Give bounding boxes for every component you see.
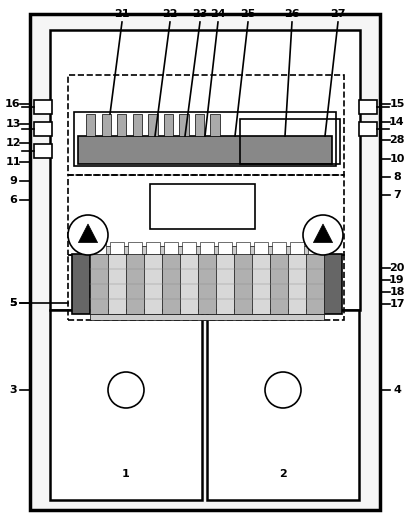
Text: 15: 15 (389, 99, 405, 109)
Bar (133, 114, 142, 136)
Text: 21: 21 (114, 9, 130, 19)
Polygon shape (313, 224, 333, 243)
Bar (34, 144, 52, 158)
Text: 3: 3 (9, 385, 17, 395)
Text: 22: 22 (162, 9, 178, 19)
Text: 17: 17 (389, 299, 405, 309)
Text: 27: 27 (330, 9, 346, 19)
Circle shape (68, 215, 108, 255)
Bar (30, 14, 380, 510)
Bar (179, 114, 189, 136)
Polygon shape (79, 224, 98, 243)
Bar (254, 242, 268, 254)
Bar (34, 122, 52, 136)
Bar (90, 246, 324, 254)
Bar (144, 254, 162, 314)
Bar (240, 119, 340, 164)
Text: 13: 13 (5, 119, 21, 129)
Text: 19: 19 (389, 275, 405, 285)
Bar (324, 254, 342, 314)
Text: 1: 1 (122, 469, 130, 479)
Bar (86, 114, 95, 136)
Bar (195, 114, 204, 136)
Bar (180, 254, 198, 314)
Text: 9: 9 (9, 176, 17, 186)
Bar (68, 75, 344, 175)
Text: 18: 18 (389, 287, 405, 297)
Bar (218, 242, 232, 254)
Bar (108, 254, 126, 314)
Text: 24: 24 (210, 9, 226, 19)
Bar (78, 136, 332, 164)
Text: 6: 6 (9, 195, 17, 205)
Bar (72, 254, 90, 314)
Bar (198, 254, 216, 314)
Bar (90, 314, 324, 320)
Text: 5: 5 (9, 298, 17, 308)
Bar (68, 255, 344, 320)
Bar (272, 242, 286, 254)
Text: 26: 26 (284, 9, 300, 19)
Text: 5: 5 (9, 298, 17, 308)
Bar (288, 254, 306, 314)
Bar (162, 254, 180, 314)
Text: 11: 11 (5, 157, 21, 167)
Bar (146, 242, 160, 254)
Text: 16: 16 (5, 99, 21, 109)
Bar (270, 254, 288, 314)
Bar (150, 184, 255, 229)
Text: 28: 28 (389, 135, 405, 145)
Bar (90, 254, 108, 314)
Text: 12: 12 (5, 138, 21, 148)
Bar (359, 100, 377, 114)
Bar (164, 242, 178, 254)
Bar (92, 242, 106, 254)
Bar (290, 242, 304, 254)
Text: 4: 4 (393, 385, 401, 395)
Bar (164, 114, 173, 136)
Bar (236, 242, 250, 254)
Circle shape (303, 215, 343, 255)
Bar (128, 242, 142, 254)
Text: 25: 25 (240, 9, 256, 19)
Bar (126, 254, 144, 314)
Bar (207, 310, 359, 500)
Bar (117, 114, 126, 136)
Bar (34, 100, 52, 114)
Text: 2: 2 (279, 469, 287, 479)
Bar (50, 30, 360, 310)
Bar (110, 242, 124, 254)
Text: 7: 7 (393, 190, 401, 200)
Bar (148, 114, 157, 136)
Bar (211, 114, 220, 136)
Text: 14: 14 (389, 117, 405, 127)
Bar (234, 254, 252, 314)
Bar (74, 112, 336, 166)
Text: 23: 23 (192, 9, 208, 19)
Bar (101, 114, 111, 136)
Bar (200, 242, 214, 254)
Bar (308, 242, 322, 254)
Bar (216, 254, 234, 314)
Bar (306, 254, 324, 314)
Bar (359, 122, 377, 136)
Bar (50, 310, 202, 500)
Text: 8: 8 (393, 172, 401, 182)
Text: 20: 20 (389, 263, 405, 273)
Text: 10: 10 (389, 154, 405, 164)
Bar (252, 254, 270, 314)
Bar (68, 175, 344, 255)
Bar (182, 242, 196, 254)
